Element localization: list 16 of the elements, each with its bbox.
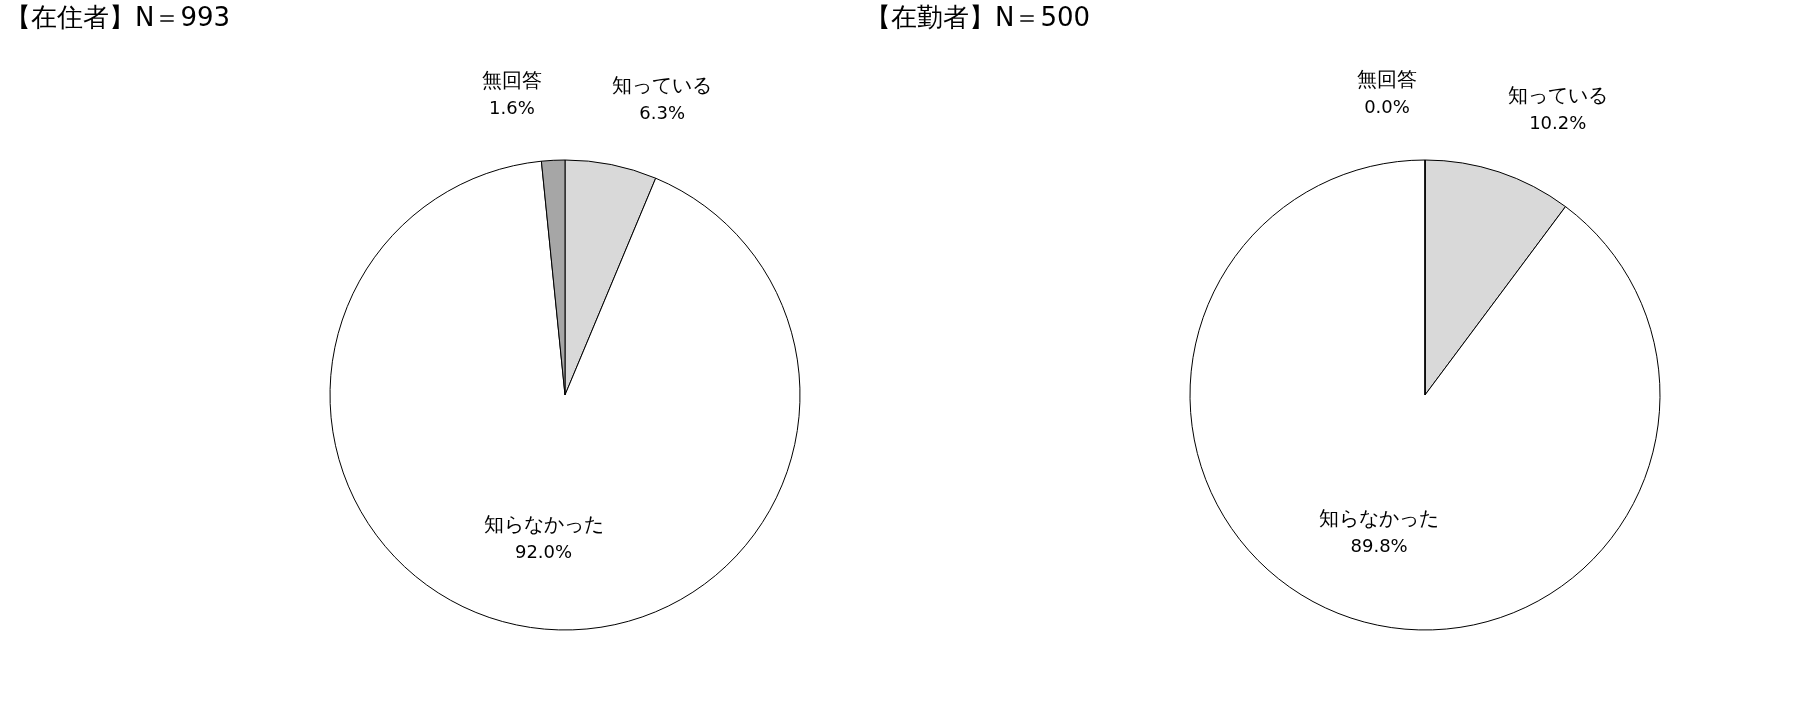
slice-label: 知らなかった — [483, 512, 604, 537]
data-label: 92.0% — [514, 541, 573, 563]
pie-slice — [329, 160, 801, 631]
data-label: 10.2% — [1529, 111, 1587, 133]
text: 【在住者】N＝993 — [5, 2, 231, 32]
slice-label: 知っている — [1507, 82, 1608, 107]
category-label: 無回答 — [1357, 67, 1417, 92]
text: 0.0% — [1364, 96, 1410, 118]
pie-slice — [1189, 159, 1661, 631]
slice-label: 知らなかった — [1319, 506, 1440, 531]
data-label: 1.6% — [489, 96, 535, 118]
slice-label: 無回答 — [481, 67, 542, 92]
data-label: 6.3% — [639, 102, 686, 124]
text: 【在勤者】N＝500 — [865, 2, 1091, 32]
data-label: 89.8% — [1350, 535, 1408, 557]
slice-label: 知っている — [612, 73, 713, 98]
